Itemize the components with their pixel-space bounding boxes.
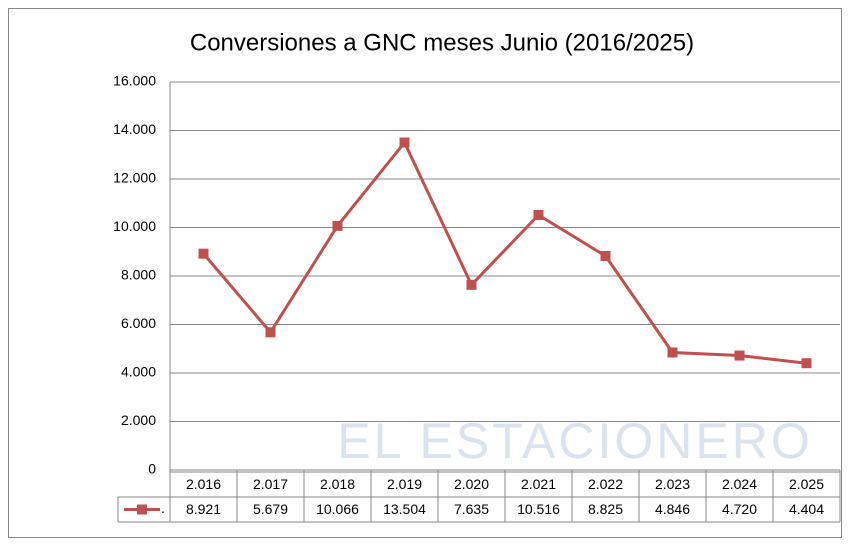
marker [667, 347, 678, 358]
x-tick-label: 2.017 [253, 476, 288, 492]
chart-border [8, 8, 842, 538]
y-tick-label: 4.000 [121, 364, 156, 380]
y-tick-label: 0 [148, 461, 156, 477]
legend-label: . [161, 500, 165, 516]
marker [734, 350, 745, 361]
marker [533, 209, 544, 220]
table-value: 4.720 [722, 501, 757, 517]
line [202, 139, 807, 365]
table-value: 13.504 [383, 501, 426, 517]
marker [801, 358, 812, 369]
chart-title: Conversiones a GNC meses Junio (2016/202… [190, 29, 694, 56]
y-tick-label: 10.000 [113, 218, 156, 234]
table-value: 10.066 [316, 501, 359, 517]
table-value: 7.635 [454, 501, 489, 517]
y-tick-label: 8.000 [121, 267, 156, 283]
y-tick-label: 16.000 [113, 73, 156, 89]
table-value: 10.516 [517, 501, 560, 517]
y-tick-label: 2.000 [121, 412, 156, 428]
x-tick-label: 2.019 [387, 476, 422, 492]
watermark: EL ESTACIONERO [337, 413, 812, 469]
legend-marker [137, 504, 147, 515]
marker [399, 137, 410, 148]
y-tick-label: 14.000 [113, 121, 156, 137]
marker [600, 250, 611, 261]
table-value: 4.846 [655, 501, 690, 517]
marker [332, 220, 343, 231]
y-tick-label: 12.000 [113, 170, 156, 186]
table-value: 4.404 [789, 501, 824, 517]
x-tick-label: 2.021 [521, 476, 556, 492]
x-tick-label: 2.016 [186, 476, 221, 492]
marker [265, 327, 276, 338]
y-tick-label: 6.000 [121, 315, 156, 331]
table-value: 8.825 [588, 501, 623, 517]
table-value: 8.921 [186, 501, 221, 517]
x-tick-label: 2.025 [789, 476, 824, 492]
x-tick-label: 2.023 [655, 476, 690, 492]
x-tick-label: 2.024 [722, 476, 757, 492]
x-tick-label: 2.020 [454, 476, 489, 492]
x-tick-label: 2.018 [320, 476, 355, 492]
x-tick-label: 2.022 [588, 476, 623, 492]
marker [198, 248, 209, 259]
table-value: 5.679 [253, 501, 288, 517]
marker [466, 279, 477, 290]
